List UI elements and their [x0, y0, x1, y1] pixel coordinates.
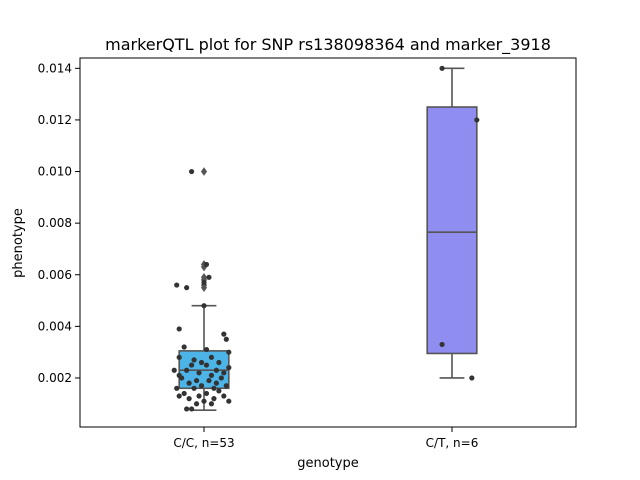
data-point [186, 380, 192, 386]
data-point [218, 375, 224, 381]
data-point [211, 396, 217, 402]
data-point [184, 285, 190, 291]
data-point [176, 393, 182, 399]
plot-area [79, 57, 577, 428]
data-point [196, 393, 202, 399]
data-point [221, 393, 227, 399]
data-point [186, 396, 192, 402]
data-point [189, 406, 195, 412]
data-point [193, 401, 200, 407]
iqr-box [426, 106, 478, 355]
data-point [201, 279, 207, 286]
y-tick-label: 0.014 [38, 61, 72, 75]
data-point [198, 383, 205, 389]
data-point [191, 357, 197, 363]
data-point [469, 375, 475, 381]
data-point [198, 359, 205, 366]
data-point [176, 354, 182, 360]
data-point [176, 326, 182, 332]
data-point [216, 388, 222, 394]
data-point [174, 385, 180, 391]
x-tick-label: C/T, n=6 [426, 436, 479, 450]
data-point [184, 406, 190, 412]
data-point [179, 375, 185, 381]
data-point [216, 359, 222, 366]
y-tick-label: 0.010 [38, 165, 72, 179]
data-point [203, 261, 210, 268]
data-point [171, 367, 177, 373]
box-group [426, 67, 478, 379]
data-point [213, 367, 219, 373]
data-point [221, 370, 227, 376]
data-point [184, 367, 190, 373]
data-point [211, 385, 217, 391]
chart-title: markerQTL plot for SNP rs138098364 and m… [105, 35, 551, 55]
data-point [206, 274, 212, 280]
data-point [206, 377, 212, 384]
data-point [203, 362, 210, 368]
y-tick-label: 0.012 [38, 113, 72, 127]
y-axis-label: phenotype [11, 208, 26, 278]
data-point [191, 385, 197, 391]
data-point [439, 341, 445, 348]
data-point [439, 65, 445, 71]
y-tick-label: 0.008 [38, 216, 72, 230]
data-point [181, 344, 187, 350]
data-point [223, 336, 229, 342]
x-axis: C/C, n=53 C/T, n=6 [173, 427, 478, 450]
x-tick-label: C/C, n=53 [173, 436, 234, 450]
point-series [171, 65, 480, 412]
y-tick-label: 0.002 [38, 371, 72, 385]
data-point [201, 398, 207, 404]
data-point [189, 362, 195, 368]
data-point [208, 372, 215, 378]
x-axis-label: genotype [297, 456, 358, 471]
data-point [196, 370, 202, 376]
outlier-marker [200, 167, 208, 176]
data-point [226, 349, 232, 355]
data-point [226, 398, 232, 404]
data-point [203, 390, 210, 397]
data-point [201, 303, 207, 309]
data-point [181, 390, 187, 397]
y-tick-label: 0.006 [38, 268, 72, 282]
data-point [226, 365, 232, 371]
data-point [189, 168, 195, 175]
y-tick-label: 0.004 [38, 319, 72, 333]
data-point [208, 354, 215, 360]
data-point [203, 346, 210, 353]
data-point [221, 331, 227, 337]
data-point [213, 380, 219, 386]
data-point [474, 117, 480, 123]
data-point [193, 377, 200, 384]
y-axis: 0.002 0.004 0.006 0.008 0.010 0.012 0.014 [38, 61, 80, 385]
data-point [208, 401, 215, 407]
data-point [174, 282, 180, 288]
data-point [223, 383, 229, 389]
